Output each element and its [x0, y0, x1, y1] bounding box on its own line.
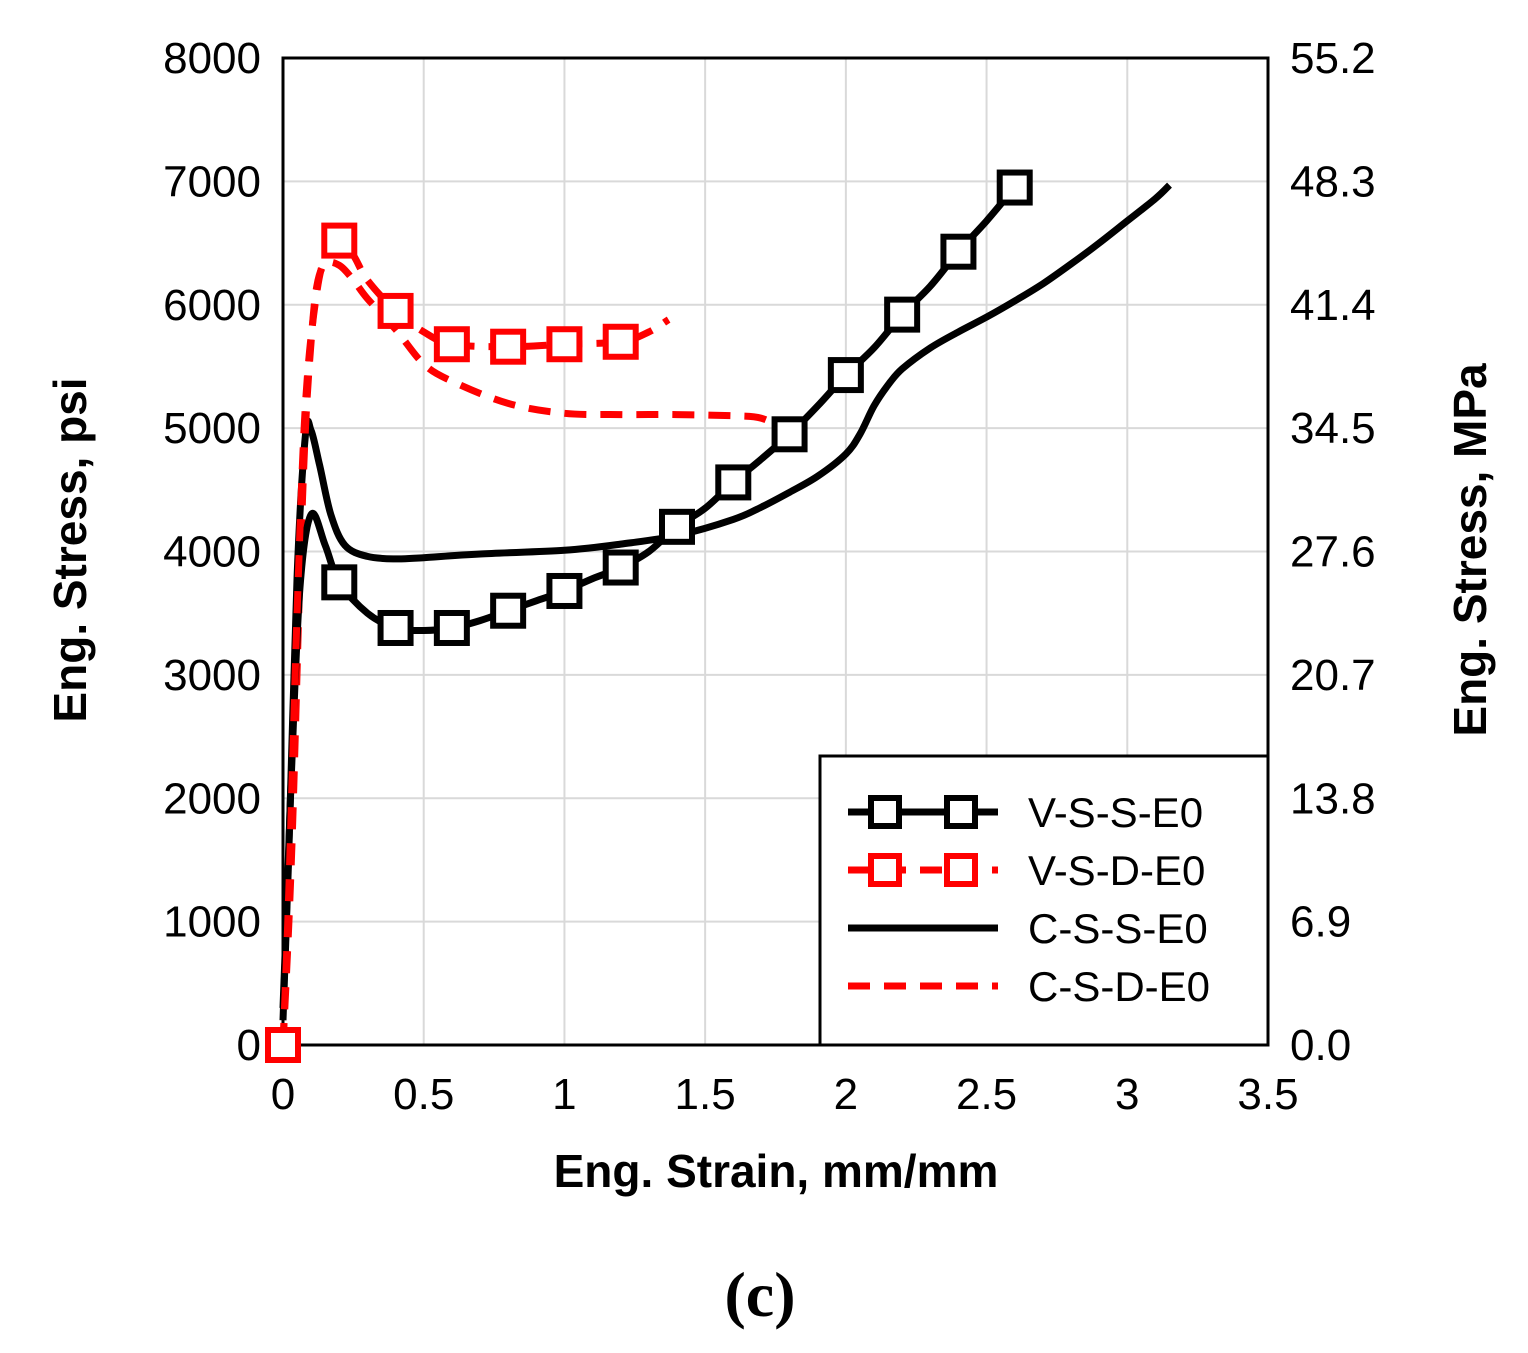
x-tick-label: 0.5: [393, 1070, 454, 1119]
marker-v-s-s-e0: [827, 357, 864, 394]
y2-tick-label: 27.6: [1290, 528, 1376, 577]
y2-tick-label: 34.5: [1290, 404, 1376, 453]
y-tick-label: 8000: [163, 34, 261, 83]
y2-axis-title: Eng. Stress, MPa: [1444, 363, 1496, 737]
y-tick-label: 3000: [163, 651, 261, 700]
marker-v-s-d-e0: [321, 222, 358, 259]
figure-caption: (c): [724, 1259, 795, 1330]
y-tick-label: 0: [237, 1021, 261, 1070]
marker-v-s-d-e0: [602, 323, 639, 360]
marker-v-s-d-e0: [433, 326, 470, 363]
legend-label-v-s-d-e0: V-S-D-E0: [1028, 847, 1205, 894]
marker-v-s-d-e0: [546, 326, 583, 363]
y-tick-label: 1000: [163, 898, 261, 947]
x-tick-label: 1: [552, 1070, 576, 1119]
y2-tick-label: 20.7: [1290, 651, 1376, 700]
marker-v-s-d-e0: [377, 292, 414, 329]
marker-v-s-s-e0: [433, 609, 470, 646]
y-tick-label: 6000: [163, 281, 261, 330]
plot-frame: [281, 56, 1270, 1047]
marker-v-s-s-e0: [321, 564, 358, 601]
marker-v-s-s-e0: [377, 609, 414, 646]
y-axis-title: Eng. Stress, psi: [44, 377, 96, 722]
x-tick-label: 0: [271, 1070, 295, 1119]
marker-v-s-s-e0: [490, 592, 527, 629]
x-axis-title: Eng. Strain, mm/mm: [554, 1145, 999, 1197]
legend-label-c-s-d-e0: C-S-D-E0: [1028, 963, 1210, 1010]
y2-tick-label: 41.4: [1290, 281, 1376, 330]
legend-label-v-s-s-e0: V-S-S-E0: [1028, 789, 1203, 836]
legend-label-c-s-s-e0: C-S-S-E0: [1028, 905, 1208, 952]
y2-tick-label: 0.0: [1290, 1021, 1351, 1070]
marker-v-s-s-e0: [996, 169, 1033, 206]
marker-v-s-d-e0: [490, 328, 527, 365]
marker-v-s-s-e0: [940, 233, 977, 270]
y2-tick-label: 13.8: [1290, 774, 1376, 823]
y-tick-label: 7000: [163, 157, 261, 206]
legend-marker-v-s-s-e0: [944, 795, 978, 829]
marker-v-s-s-e0: [602, 549, 639, 586]
series-line-c-s-d-e0: [279, 258, 786, 1046]
marker-v-s-s-e0: [546, 572, 583, 609]
legend-marker-v-s-d-e0: [944, 853, 978, 887]
legend: V-S-S-E0 V-S-D-E0 C-S-S-E0 C-S-D-E0: [818, 754, 1270, 1047]
marker-v-s-s-e0: [771, 416, 808, 453]
legend-marker-v-s-d-e0: [868, 853, 902, 887]
y2-tick-label: 6.9: [1290, 898, 1351, 947]
marker-v-s-s-e0: [884, 296, 921, 333]
marker-v-s-s-e0: [715, 464, 752, 501]
marker-v-s-s-e0: [659, 508, 695, 545]
x-tick-label: 2.5: [956, 1070, 1017, 1119]
tick-labels: 0 0.5 1 1.5 2 2.5 3 3.5 0 0.0 1000 6.9 2000 13.8 3000 2…: [163, 34, 1376, 1119]
y-tick-label: 4000: [163, 528, 261, 577]
y-tick-label: 2000: [163, 774, 261, 823]
x-tick-label: 3.5: [1237, 1070, 1298, 1119]
y2-tick-label: 55.2: [1290, 34, 1376, 83]
legend-marker-v-s-s-e0: [868, 795, 902, 829]
series-line-c-s-s-e0: [279, 182, 1172, 1021]
x-tick-label: 3: [1115, 1070, 1139, 1119]
marker-v-s-d-e0: [265, 1027, 301, 1063]
y2-tick-label: 48.3: [1290, 157, 1376, 206]
series-line-v-s-d-e0: [279, 236, 671, 1046]
x-tick-label: 1.5: [675, 1070, 736, 1119]
y-tick-label: 5000: [163, 404, 261, 453]
x-tick-label: 2: [834, 1070, 858, 1119]
series-layer: [265, 169, 1172, 1063]
